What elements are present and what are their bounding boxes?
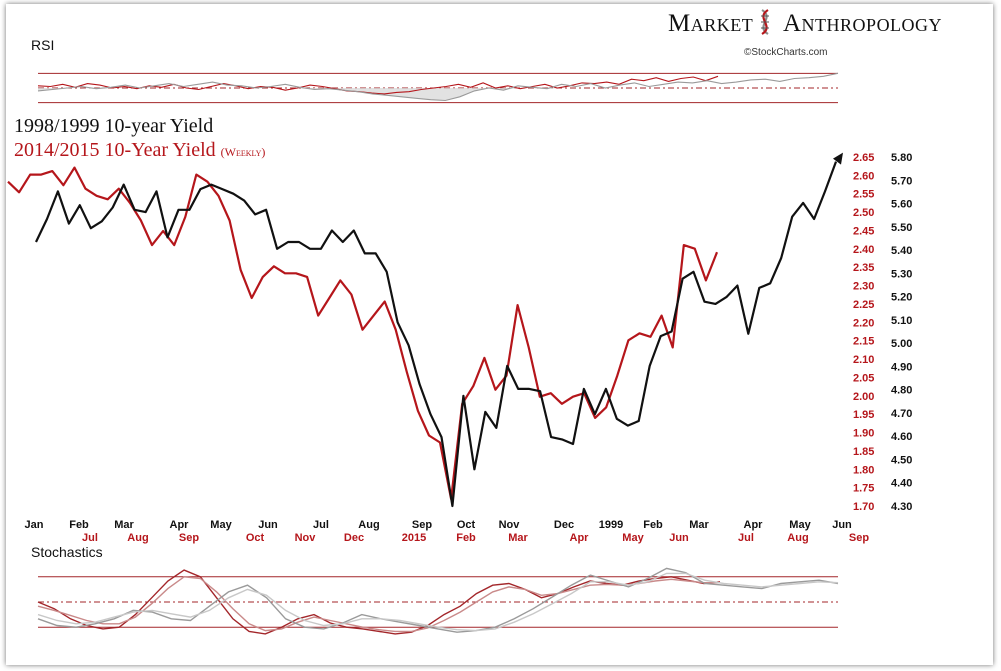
x-tick-black: Jun (832, 519, 852, 531)
stochastics-panel (37, 567, 839, 635)
stoch-series-0 (37, 569, 721, 635)
x-tick-black: Feb (643, 519, 663, 531)
x-tick-red: Feb (456, 532, 476, 544)
x-tick-black: Apr (744, 519, 764, 531)
x-tick-black: Feb (69, 519, 89, 531)
x-tick-red: Aug (787, 532, 808, 544)
y-tick-red: 1.90 (853, 428, 874, 440)
y-tick-red: 2.60 (853, 170, 874, 182)
x-tick-red: Mar (508, 532, 528, 544)
x-tick-black: Mar (114, 519, 134, 531)
x-tick-black: Aug (358, 519, 379, 531)
stochastics-label: Stochastics (31, 544, 103, 560)
x-tick-red: Sep (179, 532, 199, 544)
stoch-series-2 (37, 567, 839, 633)
y-tick-red: 2.50 (853, 207, 874, 219)
y-tick-red: 2.30 (853, 281, 874, 293)
x-tick-red: Jun (669, 532, 689, 544)
x-tick-red: Dec (344, 532, 364, 544)
x-tick-black: Jul (313, 519, 329, 531)
x-tick-red: Oct (246, 532, 265, 544)
chart-frame (6, 4, 993, 665)
y-tick-black: 4.70 (891, 408, 912, 420)
y-tick-black: 5.70 (891, 175, 912, 187)
y-tick-red: 2.35 (853, 262, 874, 274)
y-tick-red: 1.75 (853, 483, 874, 495)
y-tick-black: 4.60 (891, 431, 912, 443)
x-tick-black: Oct (457, 519, 476, 531)
y-tick-black: 5.00 (891, 338, 912, 350)
y-tick-red: 2.40 (853, 244, 874, 256)
x-tick-black: Jan (25, 519, 44, 531)
y-tick-red: 2.55 (853, 189, 874, 201)
y-tick-black: 4.80 (891, 385, 912, 397)
y-tick-black: 5.30 (891, 268, 912, 280)
y-tick-black: 5.10 (891, 315, 912, 327)
trend-arrow-icon (833, 152, 843, 165)
x-tick-red: Jul (738, 532, 754, 544)
y-tick-red: 2.65 (853, 152, 874, 164)
title-weekly-note: (Weekly) (221, 145, 266, 159)
stockcharts-credit: ©StockCharts.com (744, 47, 828, 58)
brand-right: Anthropology (783, 10, 942, 37)
x-tick-red: Aug (127, 532, 148, 544)
y-tick-red: 1.95 (853, 409, 874, 421)
title-2014-2015-main: 2014/2015 10-Year Yield (14, 139, 216, 161)
brand-left: Market (668, 10, 753, 37)
stoch-series-1 (37, 576, 720, 633)
rsi-label: RSI (31, 37, 54, 53)
x-tick-red: Apr (570, 532, 590, 544)
x-tick-black: Mar (689, 519, 709, 531)
y-tick-black: 5.20 (891, 292, 912, 304)
x-tick-red: 2015 (402, 532, 426, 544)
rsi-panel (37, 72, 839, 104)
x-tick-black: Nov (499, 519, 521, 531)
y-tick-black: 5.60 (891, 199, 912, 211)
x-tick-red: Jul (82, 532, 98, 544)
series-2014-2015-line (7, 166, 719, 500)
y-tick-red: 2.25 (853, 299, 874, 311)
y-tick-red: 1.70 (853, 501, 874, 513)
x-tick-red: May (622, 532, 644, 544)
x-tick-black: Apr (170, 519, 190, 531)
x-tick-red: Nov (295, 532, 317, 544)
dna-helix-icon (761, 9, 769, 35)
y-tick-black: 4.40 (891, 478, 912, 490)
y-tick-red: 2.20 (853, 317, 874, 329)
x-tick-black: Sep (412, 519, 432, 531)
x-tick-black: May (789, 519, 811, 531)
title-2014-2015: 2014/2015 10-Year Yield (Weekly) (14, 139, 265, 161)
title-1998-1999: 1998/1999 10-year Yield (14, 115, 213, 137)
y-tick-red: 1.85 (853, 446, 874, 458)
y-tick-red: 1.80 (853, 464, 874, 476)
x-tick-red: Sep (849, 532, 869, 544)
y-tick-red: 2.05 (853, 372, 874, 384)
y-tick-black: 5.80 (891, 152, 912, 164)
y-tick-black: 4.90 (891, 361, 912, 373)
rsi-series-1 (37, 72, 839, 102)
x-tick-black: May (210, 519, 232, 531)
x-tick-black: 1999 (599, 519, 623, 531)
x-tick-black: Jun (258, 519, 278, 531)
y-tick-black: 5.40 (891, 245, 912, 257)
stoch-series-3 (37, 572, 839, 632)
y-tick-red: 2.15 (853, 336, 874, 348)
x-tick-black: Dec (554, 519, 574, 531)
y-tick-black: 4.50 (891, 455, 912, 467)
y-tick-black: 4.30 (891, 501, 912, 513)
y-tick-red: 2.10 (853, 354, 874, 366)
y-tick-black: 5.50 (891, 222, 912, 234)
rsi-shaded-area (38, 88, 838, 101)
y-tick-red: 2.00 (853, 391, 874, 403)
y-tick-red: 2.45 (853, 226, 874, 238)
yield-panel: 2.65 2.60 2.55 2.50 2.45 2.40 2.35 2.30 2.25 2.20… (7, 152, 912, 544)
series-1998-1999-line (35, 161, 838, 508)
